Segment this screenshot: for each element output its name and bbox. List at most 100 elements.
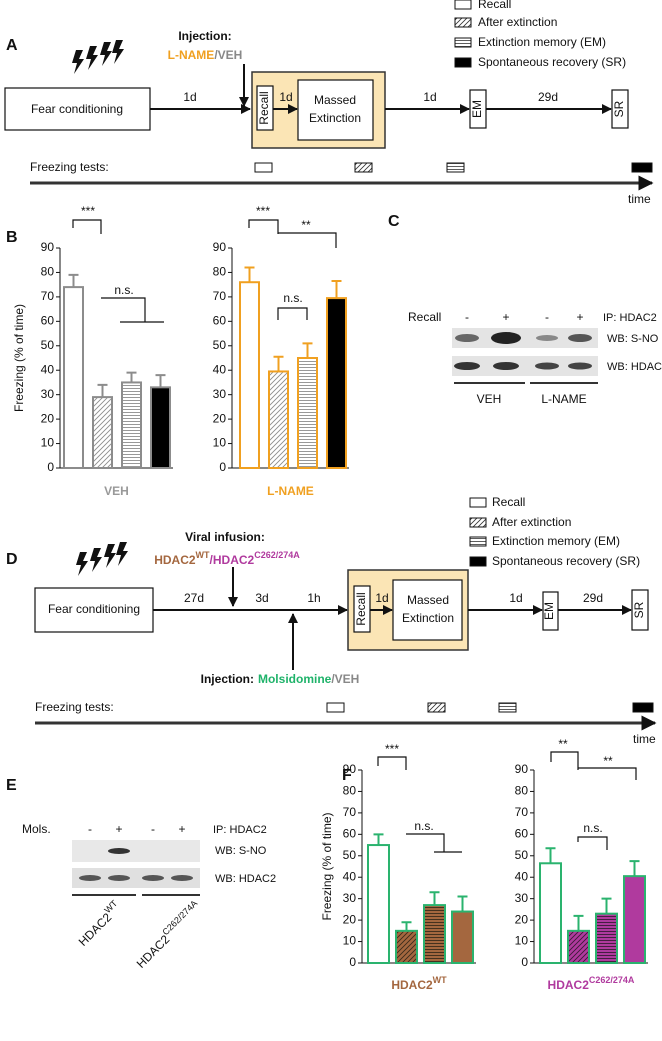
legend-swatch	[469, 536, 487, 547]
y-tick-label: 20	[213, 411, 227, 425]
box-label: Extinction	[309, 111, 361, 125]
band	[142, 875, 164, 881]
y-tick-label: 30	[41, 387, 55, 401]
y-tick-label: 60	[343, 827, 357, 841]
x-axis-label-text: L-NAME	[267, 484, 314, 498]
box-label: SR	[612, 100, 626, 117]
error-bar	[273, 355, 284, 372]
legend-swatch	[469, 517, 487, 528]
y-tick-label: 0	[47, 460, 54, 474]
lane-label: -	[88, 822, 92, 836]
bolt	[104, 544, 116, 568]
bolt	[90, 548, 102, 572]
error-bar	[601, 897, 612, 914]
bar-chart: 0 10 20 30 40 50 60 70 80 90 Freezing (% of time) H…	[320, 742, 476, 992]
timeline-label: Freezing tests:	[30, 160, 109, 174]
legend: Recall After extinction Extinction memor…	[454, 0, 626, 69]
band	[568, 362, 592, 370]
test-icon	[254, 162, 273, 173]
y-tick-label: 20	[343, 912, 357, 926]
bar	[395, 929, 418, 964]
error-bar	[429, 891, 440, 906]
y-tick-label: 80	[515, 784, 529, 798]
lane-label: -	[465, 310, 469, 324]
infusion-label: Viral infusion:	[185, 530, 265, 544]
bar	[297, 357, 318, 469]
control: VEH	[335, 672, 360, 686]
panel-label: C	[388, 213, 400, 230]
significance-label: ***	[81, 204, 95, 218]
error-bar	[126, 371, 137, 383]
interval: 1d	[183, 90, 196, 104]
construct-sup: C262/274A	[254, 550, 300, 560]
y-tick-label: 20	[515, 912, 529, 926]
construct-sup: WT	[196, 550, 210, 560]
interval: 29d	[538, 90, 558, 104]
bar	[623, 875, 646, 965]
significance-label: **	[558, 737, 568, 751]
band	[491, 332, 521, 344]
box-label: Massed	[314, 93, 356, 107]
panel-label: E	[6, 777, 17, 794]
legend-label: Recall	[478, 0, 511, 11]
band	[493, 362, 519, 370]
bar	[92, 396, 113, 469]
band	[108, 848, 130, 854]
shock-icon	[76, 542, 128, 576]
control: VEH	[218, 48, 243, 62]
test-icon	[446, 162, 465, 173]
group-label: HDAC2C262/274A	[132, 898, 205, 971]
error-bar	[97, 383, 108, 398]
interval: 1d	[509, 591, 522, 605]
y-tick-label: 80	[343, 784, 357, 798]
bar	[539, 862, 562, 964]
drug: Molsidomine	[258, 672, 332, 686]
y-tick-label: 40	[41, 362, 55, 376]
bolt	[86, 46, 98, 70]
lane-label: -	[151, 822, 155, 836]
legend-swatch	[469, 556, 487, 567]
timeline-label: time	[633, 732, 656, 746]
injection: Injection: Molsidomine/VEH	[201, 672, 360, 686]
lane-label: +	[502, 310, 509, 324]
box	[297, 79, 374, 141]
significance-bracket	[578, 767, 637, 780]
x-axis-label-text: HDAC2	[548, 978, 590, 992]
y-tick-label: 10	[41, 436, 55, 450]
bar	[150, 386, 171, 470]
significance-label: ***	[256, 204, 270, 218]
test-icon	[427, 702, 446, 713]
legend-label: Spontaneous recovery (SR)	[492, 554, 640, 568]
y-tick-label: 40	[343, 869, 357, 883]
error-bar	[401, 921, 412, 931]
blot-label: WB: S-NO	[215, 845, 267, 857]
band	[455, 334, 479, 342]
bar	[567, 929, 590, 964]
y-tick-label: 90	[213, 240, 227, 254]
y-tick-label: 30	[343, 891, 357, 905]
bolt	[112, 40, 124, 64]
drug: L-NAME	[168, 48, 215, 62]
separator: /	[210, 553, 214, 567]
y-tick-label: 40	[213, 362, 227, 376]
y-tick-label: 90	[515, 762, 529, 776]
y-tick-label: 10	[343, 934, 357, 948]
significance-label: n.s.	[414, 819, 433, 833]
y-axis-label: Freezing (% of time)	[320, 812, 334, 920]
significance-bracket	[377, 756, 407, 770]
timeline-label: Freezing tests:	[35, 700, 114, 714]
y-tick-label: 70	[213, 289, 227, 303]
constructs: HDAC2WT/HDAC2C262/274A	[154, 550, 300, 567]
significance-label: **	[301, 218, 311, 232]
blot	[452, 328, 598, 348]
box-label: EM	[470, 100, 484, 118]
y-tick-label: 60	[213, 314, 227, 328]
ip-label: IP: HDAC2	[213, 824, 267, 836]
interval: 1d	[423, 90, 436, 104]
y-tick-label: 50	[343, 848, 357, 862]
significance-bracket	[72, 219, 102, 234]
y-tick-label: 10	[213, 436, 227, 450]
test-icon	[632, 702, 654, 713]
timeline-label: time	[628, 192, 651, 206]
